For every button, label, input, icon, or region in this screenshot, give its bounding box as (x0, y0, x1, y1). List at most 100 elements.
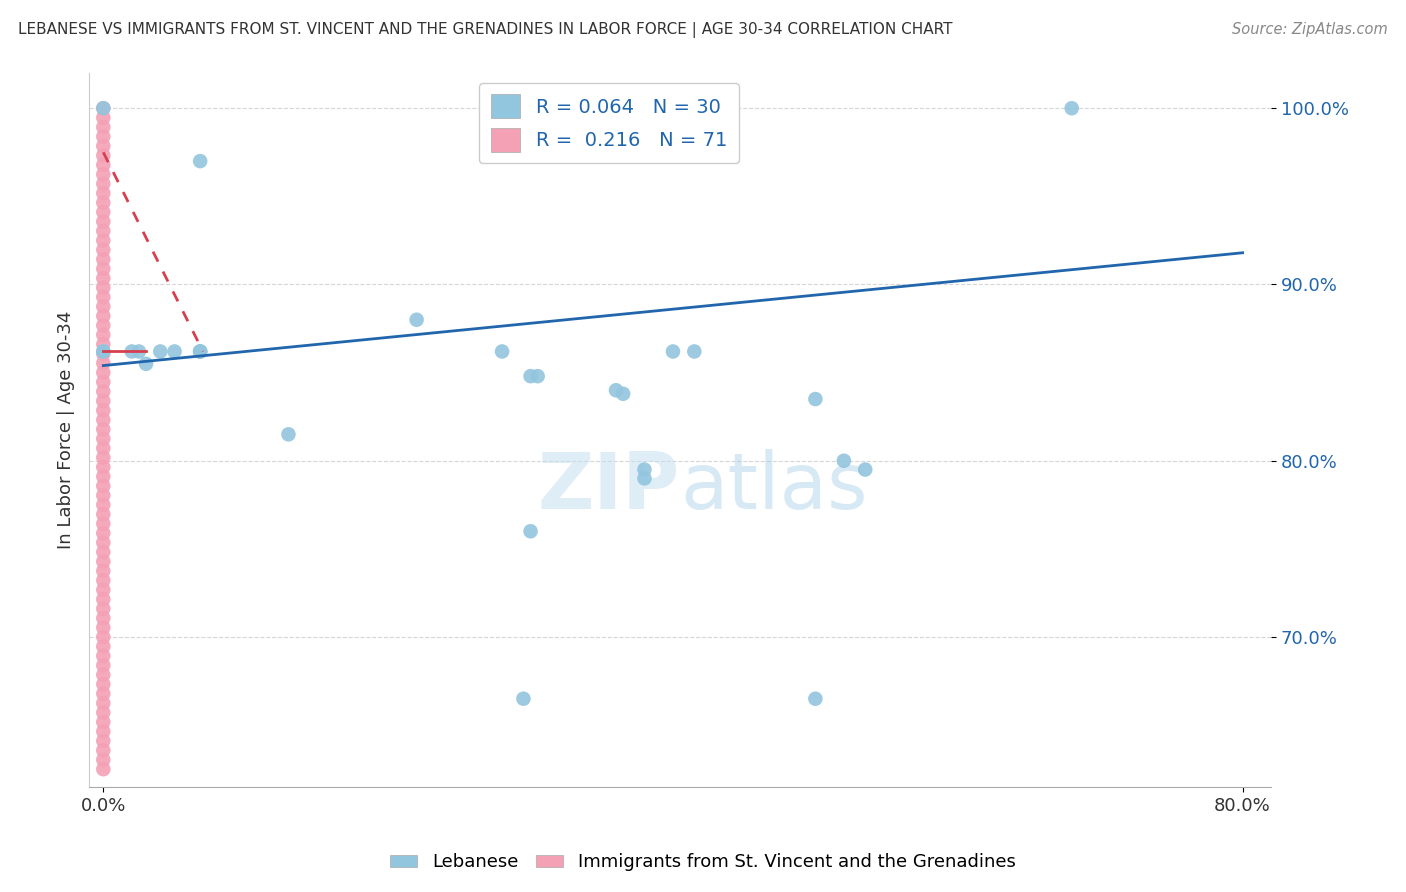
Point (91, 129, 114, 144)
Point (91, 441, 114, 455)
Point (91, 356, 114, 370)
Point (91, 393, 114, 408)
Point (277, 427, 299, 442)
Point (91, 611, 114, 625)
Legend: Lebanese, Immigrants from St. Vincent and the Grenadines: Lebanese, Immigrants from St. Vincent an… (382, 847, 1024, 879)
Point (91, 261, 114, 276)
Text: Source: ZipAtlas.com: Source: ZipAtlas.com (1232, 22, 1388, 37)
Point (91, 422, 114, 436)
Point (633, 462, 655, 476)
Point (91, 714, 114, 729)
Point (91, 621, 114, 635)
Point (91, 186, 114, 201)
Point (91, 648, 114, 663)
Point (512, 691, 534, 706)
Point (804, 691, 827, 706)
Point (91, 479, 114, 493)
Point (91, 347, 114, 361)
Point (91, 706, 114, 720)
Point (662, 344, 685, 359)
Point (91, 535, 114, 549)
Point (91, 469, 114, 483)
Point (91, 526, 114, 541)
Point (91, 243, 114, 257)
Point (188, 344, 211, 359)
Point (188, 344, 211, 359)
Point (633, 471, 655, 485)
Point (91, 696, 114, 710)
Point (91, 384, 114, 399)
Point (91, 450, 114, 465)
Point (188, 344, 211, 359)
Point (91, 158, 114, 172)
Point (91, 280, 114, 294)
Point (91, 205, 114, 219)
Point (683, 344, 706, 359)
Point (91, 366, 114, 380)
Point (853, 462, 876, 476)
Point (91, 667, 114, 681)
Point (91, 734, 114, 748)
Point (91, 508, 114, 522)
Point (91, 111, 114, 125)
Point (519, 524, 541, 539)
Point (91, 139, 114, 153)
Point (91, 564, 114, 578)
Point (91, 120, 114, 135)
Point (91, 344, 114, 359)
Point (91, 432, 114, 446)
Point (91, 101, 114, 115)
Legend: R = 0.064   N = 30, R =  0.216   N = 71: R = 0.064 N = 30, R = 0.216 N = 71 (479, 83, 740, 163)
Point (91, 195, 114, 210)
Point (91, 403, 114, 417)
Point (91, 488, 114, 502)
Point (91, 498, 114, 512)
Point (91, 601, 114, 615)
Point (91, 640, 114, 654)
Point (91, 148, 114, 162)
Point (519, 369, 541, 384)
Point (91, 554, 114, 568)
Point (188, 154, 211, 169)
Point (91, 658, 114, 673)
Point (91, 234, 114, 248)
Point (91, 724, 114, 739)
Point (91, 309, 114, 323)
Point (91, 687, 114, 701)
Text: atlas: atlas (681, 449, 868, 525)
Point (1060, 101, 1083, 115)
Point (149, 344, 172, 359)
Point (91, 516, 114, 531)
Point (91, 545, 114, 559)
Point (91, 677, 114, 691)
Point (91, 630, 114, 644)
Text: ZIP: ZIP (538, 449, 681, 525)
Point (91, 271, 114, 285)
Point (405, 312, 427, 326)
Y-axis label: In Labor Force | Age 30-34: In Labor Force | Age 30-34 (58, 310, 75, 549)
Point (91, 375, 114, 389)
Point (612, 386, 634, 401)
Point (91, 101, 114, 115)
Point (135, 357, 157, 371)
Point (121, 344, 143, 359)
Point (91, 574, 114, 588)
Point (91, 167, 114, 181)
Point (91, 318, 114, 333)
Point (91, 460, 114, 475)
Point (91, 753, 114, 767)
Point (526, 369, 548, 384)
Point (491, 344, 513, 359)
Point (91, 592, 114, 607)
Point (91, 337, 114, 351)
Text: LEBANESE VS IMMIGRANTS FROM ST. VINCENT AND THE GRENADINES IN LABOR FORCE | AGE : LEBANESE VS IMMIGRANTS FROM ST. VINCENT … (18, 22, 953, 38)
Point (91, 300, 114, 314)
Point (91, 582, 114, 597)
Point (91, 762, 114, 776)
Point (804, 392, 827, 406)
Point (91, 327, 114, 342)
Point (91, 413, 114, 427)
Point (91, 177, 114, 191)
Point (91, 252, 114, 267)
Point (91, 344, 114, 359)
